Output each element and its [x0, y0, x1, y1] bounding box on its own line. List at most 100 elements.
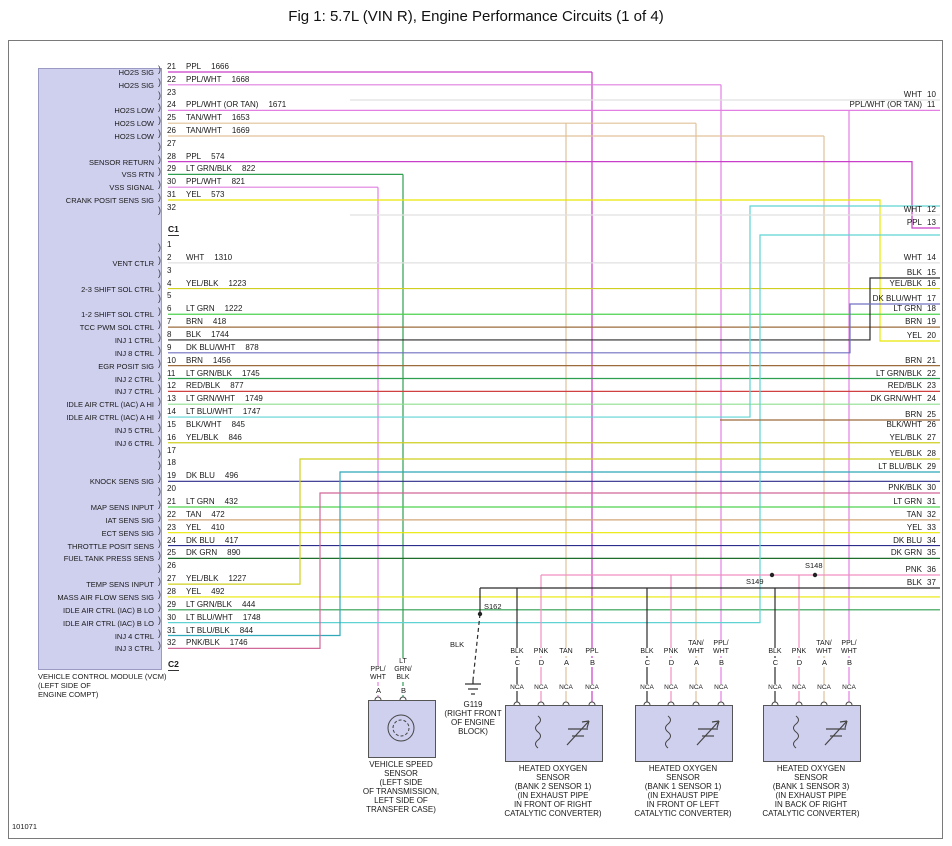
- exit-wire-name: YEL: [906, 331, 922, 340]
- exit-wire-name: YEL: [906, 522, 922, 532]
- exit-number: 19: [927, 317, 936, 327]
- pin-wire-label: YEL 573: [186, 190, 224, 199]
- exit-number: 27: [927, 432, 936, 442]
- ground-caption-G119: G119 (RIGHT FRONT OF ENGINE BLOCK): [444, 700, 502, 736]
- vcm-caption: VEHICLE CONTROL MODULE (VCM) (LEFT SIDE …: [38, 672, 167, 699]
- circuit-number: 574: [211, 151, 225, 161]
- wire-PNK/BLK-1746: [168, 492, 940, 649]
- cell-arrow-head: [711, 720, 720, 723]
- wire-YEL/BLK-1227: [168, 458, 940, 585]
- pin-bracket: ): [158, 242, 161, 252]
- nca-label: NCA: [533, 684, 549, 691]
- nca-label: NCA: [791, 684, 807, 691]
- vss-coil-symbol: [387, 714, 415, 742]
- exit-number: 20: [927, 331, 936, 340]
- pin-signal-C2-15: INJ 5 CTRL: [114, 425, 154, 435]
- pin-wire-label: YEL/BLK 1223: [186, 279, 246, 288]
- circuit-number: 822: [241, 164, 256, 174]
- pin-bracket: ): [158, 447, 161, 458]
- pin-wire-label: YEL 492: [186, 587, 224, 596]
- component-wire-label: TAN/ WHT: [810, 640, 838, 656]
- circuit-number: 418: [212, 317, 227, 327]
- exit-number: 11: [927, 100, 936, 110]
- pin-number: 15: [167, 419, 176, 429]
- pin-wire-label: TAN 472: [186, 510, 225, 519]
- nca-label: NCA: [558, 684, 574, 691]
- pin-bracket: ): [158, 280, 161, 291]
- right-exit-31: LT GRN 31: [893, 497, 941, 506]
- pin-signal-C2-4: 2-3 SHIFT SOL CTRL: [81, 284, 154, 294]
- wire-DK BLU/WHT-878: [168, 303, 940, 354]
- circuit-number: 1456: [212, 355, 231, 365]
- wire-name: YEL/BLK: [186, 574, 219, 584]
- nca-label: NCA: [713, 684, 729, 691]
- right-exit-32: TAN 32: [907, 510, 941, 519]
- wire-name: YEL/BLK: [186, 278, 219, 288]
- exit-number: 31: [927, 497, 936, 506]
- wire-name: PPL: [186, 62, 202, 71]
- exit-number: 25: [927, 410, 936, 419]
- component-pin-D: D: [667, 658, 676, 667]
- exit-number: 30: [927, 483, 936, 492]
- component-ho2s-bank1-sensor1: [635, 705, 733, 762]
- pin-bracket: ): [158, 306, 161, 317]
- pin-number: 21: [167, 497, 176, 506]
- cell-arrow-head: [716, 720, 720, 729]
- cell-arrow-head: [586, 720, 590, 729]
- wire-YEL-573: [168, 199, 940, 342]
- cell-arrow: [824, 720, 848, 746]
- wire-name: LT GRN/BLK: [186, 368, 232, 378]
- wire-PPL-574: [168, 161, 940, 229]
- vss-coil-symbol-inner: [392, 719, 410, 737]
- right-exit-30: PNK/BLK 30: [888, 483, 941, 492]
- pin-wire-label: LT BLU/WHT 1747: [186, 407, 261, 416]
- pin-wire-label: PPL 574: [186, 152, 224, 161]
- exit-wire-name: BRN: [905, 355, 922, 365]
- pin-bracket: ): [158, 563, 161, 574]
- component-wire-label: PPL: [578, 648, 606, 656]
- circuit-number: 444: [241, 599, 256, 609]
- wire-name: LT BLU/BLK: [186, 625, 230, 635]
- pin-bracket: ): [158, 640, 161, 651]
- circuit-number: 1671: [268, 100, 287, 110]
- exit-number: 15: [927, 268, 936, 277]
- cell-arrow: [566, 720, 590, 746]
- pin-wire-label: RED/BLK 877: [186, 381, 244, 390]
- right-exit-17: DK BLU/WHT 17: [873, 294, 941, 303]
- nca-label: NCA: [841, 684, 857, 691]
- g119-lead: [472, 613, 481, 681]
- pin-bracket: ): [158, 293, 161, 304]
- exit-number: 12: [927, 205, 936, 214]
- pin-number: 7: [167, 317, 172, 327]
- pin-bracket: ): [158, 344, 161, 355]
- nca-label: NCA: [816, 684, 832, 691]
- wire-name: YEL/BLK: [186, 432, 219, 442]
- pin-bracket: ): [158, 357, 161, 368]
- right-exit-13: PPL 13: [907, 218, 941, 227]
- connector-cavity: [643, 701, 651, 706]
- component-wire-label: BLK: [503, 648, 531, 656]
- splice-label-S148: S148: [805, 561, 823, 570]
- connector-cavity: [717, 701, 725, 706]
- exit-number: 26: [927, 419, 936, 429]
- component-pin-C: C: [771, 658, 780, 667]
- heater-symbol: [665, 715, 671, 749]
- pin-bracket: ): [158, 192, 161, 202]
- right-exit-15: BLK 15: [907, 268, 941, 277]
- circuit-number: 1749: [245, 394, 263, 404]
- pin-number: 32: [167, 638, 176, 648]
- exit-number: 29: [927, 462, 936, 471]
- pin-number: 13: [167, 394, 176, 404]
- right-exit-18: LT GRN 18: [893, 304, 941, 313]
- pin-number: 21: [167, 62, 176, 71]
- pin-signal-C2-8: INJ 1 CTRL: [114, 335, 154, 345]
- pin-wire-label: TAN/WHT 1669: [186, 126, 250, 135]
- wire-name: BRN: [186, 317, 203, 327]
- heater-symbol: [535, 715, 541, 749]
- pin-bracket: ): [158, 576, 161, 587]
- pin-bracket: ): [158, 179, 161, 190]
- component-ho2s-bank2-sensor1: [505, 705, 603, 762]
- pin-wire-label: LT GRN/WHT 1749: [186, 394, 263, 403]
- pin-signal-C2-24: THROTTLE POSIT SENS: [67, 541, 154, 551]
- wire-LT BLU/WHT-1747: [168, 205, 940, 418]
